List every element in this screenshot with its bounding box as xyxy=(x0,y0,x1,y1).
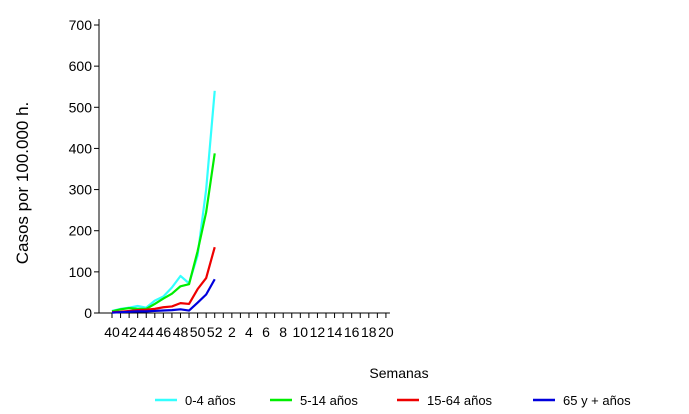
series-line xyxy=(111,153,216,313)
legend-label: 5-14 años xyxy=(300,393,358,408)
legend-label: 65 y + años xyxy=(563,393,631,408)
y-tick-label: 400 xyxy=(69,140,93,156)
series-line xyxy=(111,278,216,314)
x-tick-label: 44 xyxy=(138,324,154,340)
x-tick-label: 6 xyxy=(262,324,270,340)
y-tick-label: 600 xyxy=(69,58,93,74)
x-tick-label: 12 xyxy=(310,324,326,340)
y-tick-label: 100 xyxy=(69,264,93,280)
x-tick-label: 52 xyxy=(207,324,223,340)
x-tick-label: 8 xyxy=(279,324,287,340)
y-axis-label: Casos por 100.000 h. xyxy=(13,102,32,265)
y-tick-label: 0 xyxy=(84,305,92,321)
series-line xyxy=(111,90,216,313)
y-tick-label: 300 xyxy=(69,182,93,198)
x-tick-label: 2 xyxy=(228,324,236,340)
x-tick-label: 18 xyxy=(361,324,377,340)
series-lines xyxy=(111,90,216,314)
x-tick-label: 4 xyxy=(245,324,253,340)
x-tick-label: 20 xyxy=(378,324,394,340)
x-tick-label: 40 xyxy=(104,324,120,340)
x-tick-label: 50 xyxy=(190,324,206,340)
x-tick-label: 14 xyxy=(327,324,343,340)
x-tick-label: 42 xyxy=(121,324,137,340)
x-tick-label: 16 xyxy=(344,324,360,340)
legend: 0-4 años 5-14 años 15-64 años 65 y + años xyxy=(155,393,631,408)
x-axis: 40 42 44 46 48 50 52 2 4 6 8 10 12 14 16 18 20 xyxy=(99,312,394,340)
x-tick-label: 46 xyxy=(156,324,172,340)
x-tick-label: 10 xyxy=(293,324,309,340)
legend-label: 0-4 años xyxy=(185,393,236,408)
x-tick-label: 48 xyxy=(173,324,189,340)
y-tick-label: 500 xyxy=(69,99,93,115)
y-tick-label: 700 xyxy=(69,17,93,33)
y-tick-label: 200 xyxy=(69,223,93,239)
y-axis: 0 100 200 300 400 500 600 700 xyxy=(69,17,100,321)
x-axis-label: Semanas xyxy=(369,365,428,381)
legend-label: 15-64 años xyxy=(427,393,493,408)
